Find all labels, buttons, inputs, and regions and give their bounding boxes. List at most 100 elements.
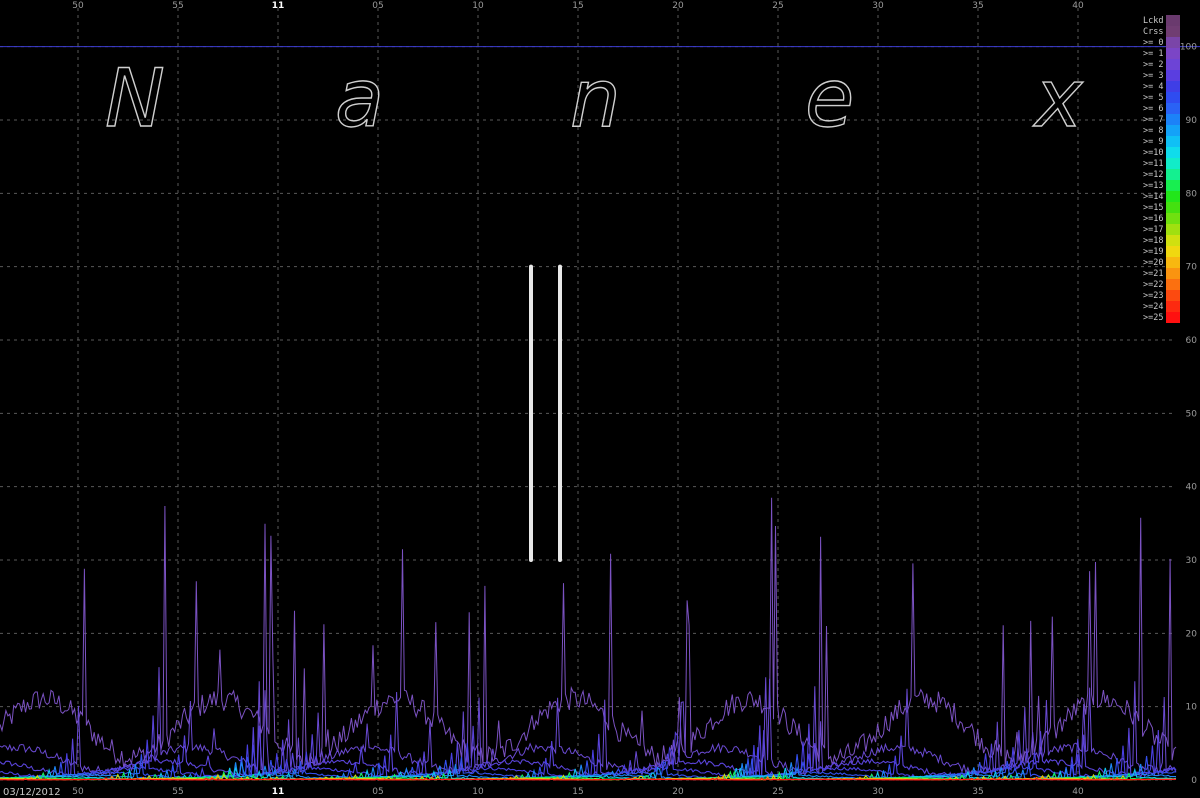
y-tick-label: 20 (1186, 629, 1198, 639)
y-tick-label: 60 (1186, 336, 1198, 346)
legend-swatch (1166, 103, 1180, 114)
legend-label: Crss (1143, 27, 1163, 37)
legend-swatch (1166, 70, 1180, 81)
watermark-letter: N (105, 52, 165, 145)
series-line (0, 777, 1176, 781)
x-tick-label-top: 25 (772, 1, 783, 11)
x-tick-label-top: 20 (672, 1, 684, 11)
legend-swatch (1166, 15, 1180, 26)
x-tick-label-bottom: 11 (272, 787, 285, 797)
legend-label: >=24 (1143, 302, 1163, 312)
legend-label: >=13 (1143, 181, 1163, 191)
series-line (0, 497, 1177, 769)
legend-swatch (1166, 92, 1180, 103)
legend-swatch (1166, 191, 1180, 202)
legend-label: Lckd (1143, 16, 1163, 26)
x-tick-label-top: 11 (272, 1, 285, 11)
legend-swatch (1166, 125, 1180, 136)
legend-label: >= 9 (1143, 137, 1163, 147)
legend-swatch (1166, 37, 1180, 48)
legend-label: >=21 (1143, 269, 1163, 279)
legend-swatch (1166, 114, 1180, 125)
x-tick-label-top: 55 (172, 1, 183, 11)
x-tick-label-bottom: 05 (372, 787, 383, 797)
legend-label: >=10 (1143, 148, 1163, 158)
legend-label: >= 3 (1143, 71, 1163, 81)
y-tick-label: 100 (1180, 43, 1197, 53)
x-tick-label-bottom: 35 (972, 787, 983, 797)
legend-label: >=19 (1143, 247, 1163, 257)
legend-label: >= 5 (1143, 93, 1163, 103)
x-tick-label-bottom: 30 (872, 787, 884, 797)
legend-label: >=20 (1143, 258, 1163, 268)
legend-label: >=11 (1143, 159, 1163, 169)
y-tick-label: 10 (1186, 703, 1198, 713)
legend-label: >= 7 (1143, 115, 1163, 125)
x-tick-label-bottom: 50 (72, 787, 84, 797)
legend-swatch (1166, 169, 1180, 180)
legend-label: >=23 (1143, 291, 1163, 301)
x-axis-bottom: 50 55 11 05 10 15 20 25 30 35 40 (72, 787, 1084, 797)
legend-label: >=22 (1143, 280, 1163, 290)
legend-label: >=12 (1143, 170, 1163, 180)
legend-swatch (1166, 312, 1180, 323)
legend-swatch (1166, 48, 1180, 59)
legend-swatch (1166, 279, 1180, 290)
y-tick-label: 0 (1191, 776, 1197, 786)
x-tick-label-top: 10 (472, 1, 484, 11)
series-line (0, 754, 1177, 780)
legend-swatch (1166, 147, 1180, 158)
x-tick-label-bottom: 55 (172, 787, 183, 797)
legend-label: >=18 (1143, 236, 1163, 246)
legend-label: >= 6 (1143, 104, 1163, 114)
legend-label: >= 0 (1143, 38, 1163, 48)
x-tick-label-bottom: 10 (472, 787, 484, 797)
x-tick-label-bottom: 25 (772, 787, 783, 797)
x-tick-label-top: 50 (72, 1, 84, 11)
legend-label: >=25 (1143, 313, 1163, 323)
legend-swatch (1166, 202, 1180, 213)
legend-swatch (1166, 246, 1180, 257)
legend-swatch (1166, 158, 1180, 169)
legend-swatch (1166, 26, 1180, 37)
x-tick-label-top: 30 (872, 1, 884, 11)
watermark-letter: n (570, 52, 621, 145)
watermark-letter: a (335, 52, 384, 145)
legend-swatch (1166, 257, 1180, 268)
x-tick-label-top: 35 (972, 1, 983, 11)
date-label: 03/12/2012 (3, 787, 61, 798)
legend-swatch (1166, 81, 1180, 92)
x-axis-top: 50 55 11 05 10 15 20 25 30 35 40 (72, 1, 1084, 11)
legend-swatch (1166, 268, 1180, 279)
legend-swatch (1166, 290, 1180, 301)
legend-swatch (1166, 235, 1180, 246)
watermark-letter: e (805, 52, 854, 145)
y-tick-label: 40 (1186, 483, 1198, 493)
legend-label: >= 8 (1143, 126, 1163, 136)
legend-swatch (1166, 59, 1180, 70)
legend-swatch (1166, 213, 1180, 224)
x-tick-label-top: 15 (572, 1, 583, 11)
legend-swatch (1166, 180, 1180, 191)
series-group (0, 497, 1177, 781)
y-tick-label: 50 (1186, 409, 1198, 419)
legend-label: >=17 (1143, 225, 1163, 235)
x-tick-label-bottom: 40 (1072, 787, 1084, 797)
watermark-letter: x (1032, 52, 1084, 145)
legend-label: >=14 (1143, 192, 1163, 202)
y-tick-label: 30 (1186, 556, 1198, 566)
y-tick-label: 90 (1186, 116, 1198, 126)
legend-swatch (1166, 224, 1180, 235)
y-tick-label: 80 (1186, 189, 1198, 199)
legend-swatch (1166, 301, 1180, 312)
vertical-markers (529, 264, 562, 562)
x-tick-label-bottom: 15 (572, 787, 583, 797)
y-tick-label: 70 (1186, 263, 1198, 273)
x-tick-label-top: 05 (372, 1, 383, 11)
legend-label: >=16 (1143, 214, 1163, 224)
legend-label: >=15 (1143, 203, 1163, 213)
